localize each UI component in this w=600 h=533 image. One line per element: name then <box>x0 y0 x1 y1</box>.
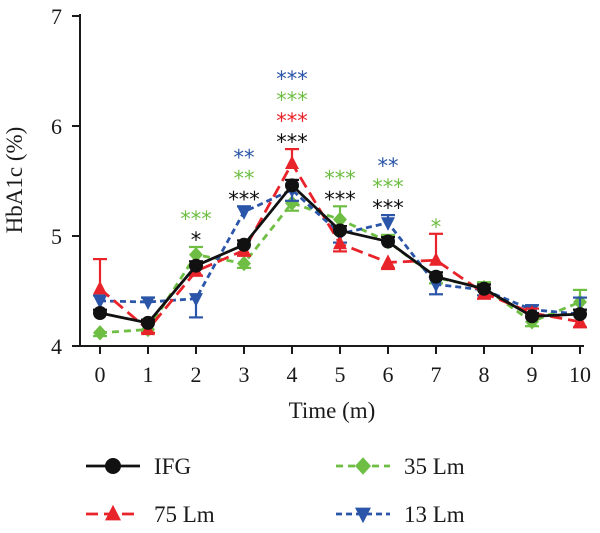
y-tick-label: 4 <box>51 334 62 359</box>
legend-label: 75 Lm <box>154 502 215 527</box>
y-tick-label: 7 <box>51 4 62 29</box>
significance-mark: *** <box>276 88 308 112</box>
data-point <box>429 269 443 284</box>
data-point <box>93 280 107 295</box>
data-point <box>429 252 443 266</box>
data-point <box>333 211 347 228</box>
data-point <box>189 258 203 273</box>
legend-item-13-lm: 13 Lm <box>336 502 465 527</box>
significance-mark: ** <box>234 166 255 190</box>
significance-mark: *** <box>228 187 260 211</box>
x-tick-label: 2 <box>191 362 202 387</box>
x-tick-label: 0 <box>95 362 106 387</box>
significance-mark: *** <box>276 130 308 154</box>
x-tick-label: 5 <box>335 362 346 387</box>
x-tick-label: 3 <box>239 362 250 387</box>
data-point <box>237 206 251 220</box>
legend-marker <box>355 507 371 524</box>
x-axis-title: Time (m) <box>289 398 376 423</box>
data-point <box>285 178 299 193</box>
legend: IFG 35 Lm 75 Lm 13 Lm <box>86 454 465 527</box>
data-point <box>477 281 491 296</box>
data-point <box>93 306 107 320</box>
significance-mark: ** <box>234 145 255 169</box>
significance-mark: ** <box>378 154 399 178</box>
x-tick-label: 10 <box>569 362 591 387</box>
y-tick-label: 5 <box>51 224 62 249</box>
x-tick-label: 8 <box>479 362 490 387</box>
data-point <box>333 235 347 250</box>
legend-marker <box>105 458 121 474</box>
axes <box>79 14 584 347</box>
data-point <box>333 223 347 238</box>
data-point <box>237 255 251 272</box>
data-point <box>237 237 251 252</box>
data-point <box>141 315 155 330</box>
x-tick-label: 6 <box>383 362 394 387</box>
legend-label: 35 Lm <box>404 454 465 479</box>
data-point <box>381 217 395 231</box>
data-point <box>93 325 107 341</box>
x-ticks: 0 1 2 3 4 5 6 7 8 9 10 <box>95 346 591 387</box>
data-point <box>525 309 539 324</box>
legend-item-75-lm: 75 Lm <box>86 502 215 527</box>
x-tick-label: 9 <box>527 362 538 387</box>
legend-label: IFG <box>154 454 191 479</box>
series-35-lm <box>93 195 587 341</box>
significance-markers: ************************************** <box>180 67 441 252</box>
significance-mark: * <box>431 215 442 239</box>
significance-mark: *** <box>276 67 308 91</box>
x-tick-label: 1 <box>143 362 154 387</box>
y-axis-title: HbA1c (%) <box>2 127 27 234</box>
significance-mark: *** <box>180 207 212 231</box>
data-point <box>93 295 107 309</box>
data-point <box>285 155 299 169</box>
data-point <box>285 195 299 211</box>
y-ticks: 4 5 6 7 <box>51 4 80 359</box>
significance-mark: *** <box>372 196 404 220</box>
data-point <box>381 254 395 268</box>
y-tick-label: 6 <box>51 114 62 139</box>
significance-mark: *** <box>372 175 404 199</box>
legend-label: 13 Lm <box>404 502 465 527</box>
data-point <box>189 293 203 307</box>
legend-item-35-lm: 35 Lm <box>336 454 465 479</box>
data-point <box>381 234 395 249</box>
legend-marker <box>105 504 121 521</box>
data-point <box>141 296 155 311</box>
x-tick-label: 7 <box>431 362 442 387</box>
data-point <box>573 307 587 322</box>
data-point <box>189 247 203 263</box>
series-layer <box>93 148 587 341</box>
significance-mark: *** <box>324 166 356 190</box>
significance-mark: * <box>191 228 202 252</box>
legend-item-ifg: IFG <box>86 454 191 479</box>
series-ifg <box>93 178 587 330</box>
significance-mark: *** <box>276 109 308 133</box>
legend-marker <box>355 457 371 475</box>
significance-mark: *** <box>324 187 356 211</box>
x-tick-label: 4 <box>287 362 298 387</box>
